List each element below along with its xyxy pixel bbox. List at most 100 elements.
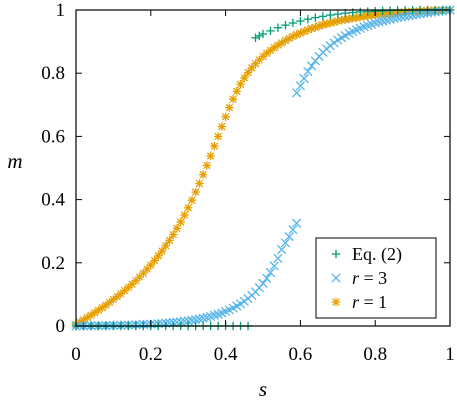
data-point — [296, 16, 305, 26]
data-point — [266, 26, 275, 36]
data-point — [292, 218, 302, 228]
data-point — [232, 87, 242, 96]
legend-entry: Eq. (2) — [331, 244, 402, 265]
x-tick-label: 0.6 — [289, 344, 313, 365]
data-point — [299, 73, 309, 84]
data-point — [273, 253, 283, 264]
data-point — [281, 20, 290, 30]
data-point — [363, 7, 372, 16]
data-point — [326, 10, 335, 20]
data-point — [191, 315, 201, 325]
data-point — [400, 11, 410, 21]
data-point — [97, 303, 107, 312]
data-point — [258, 278, 268, 288]
legend-label: r = 3 — [352, 268, 387, 288]
x-axis-label: s — [259, 377, 267, 401]
data-point — [407, 10, 418, 20]
data-point — [184, 203, 193, 213]
data-point — [255, 55, 264, 65]
data-point — [119, 320, 130, 330]
series-2 — [71, 5, 455, 329]
data-point — [213, 132, 223, 141]
data-point — [131, 276, 141, 286]
data-point — [127, 320, 137, 330]
data-point — [172, 224, 182, 233]
x-tick-label: 0.4 — [214, 344, 238, 365]
legend-entry: r = 3 — [331, 268, 387, 288]
data-point — [187, 196, 197, 205]
data-point — [228, 94, 238, 104]
data-point — [191, 187, 200, 197]
x-tick-label: 0.8 — [363, 344, 387, 365]
data-point — [210, 141, 219, 151]
legend-marker — [331, 249, 341, 259]
data-point — [206, 151, 215, 161]
y-tick-label: 0.6 — [41, 126, 65, 147]
data-point — [217, 122, 227, 131]
data-point — [396, 12, 407, 22]
data-point — [169, 230, 178, 239]
data-point — [269, 261, 279, 271]
data-point — [303, 14, 313, 24]
data-point — [288, 224, 298, 235]
data-point — [202, 161, 212, 170]
data-point — [277, 244, 287, 255]
data-point — [318, 12, 328, 21]
data-point — [198, 170, 208, 179]
data-point — [389, 13, 399, 23]
data-point — [149, 319, 160, 329]
data-point — [157, 246, 167, 256]
data-point — [134, 320, 145, 330]
legend-marker — [331, 297, 341, 307]
x-tick-label: 0 — [71, 344, 81, 365]
data-point — [306, 61, 317, 71]
data-point — [154, 251, 163, 261]
data-point — [183, 316, 193, 326]
y-tick-label: 1 — [56, 0, 66, 21]
data-point — [273, 23, 283, 32]
x-tick-label: 0.2 — [139, 344, 163, 365]
data-point — [378, 6, 387, 16]
data-point — [187, 315, 197, 325]
axis-ticks: 0 0.2 0.4 0.6 0.8 1 0 0.2 0.4 0.6 0.8 1 — [41, 0, 455, 365]
data-point — [180, 210, 189, 220]
data-point — [265, 267, 276, 278]
data-point — [247, 63, 256, 73]
data-point — [172, 317, 182, 327]
y-tick-label: 0 — [56, 316, 66, 337]
data-point — [195, 179, 204, 188]
y-tick-label: 0.8 — [41, 63, 65, 84]
legend-label: Eq. (2) — [352, 244, 402, 265]
legend-entry: r = 1 — [331, 292, 387, 312]
data-point — [198, 313, 208, 323]
data-point — [295, 81, 306, 91]
legend-marker — [331, 273, 341, 283]
data-point — [251, 33, 260, 43]
data-point — [385, 6, 395, 15]
data-point — [404, 11, 414, 21]
legend: Eq. (2) r = 3 r = 1 — [315, 237, 437, 319]
y-axis-label: m — [7, 149, 22, 173]
data-point — [258, 29, 268, 39]
data-point — [284, 231, 294, 242]
data-point — [333, 9, 342, 19]
y-tick-label: 0.4 — [41, 190, 65, 211]
data-point — [243, 68, 253, 77]
data-point — [255, 31, 264, 41]
data-point — [221, 112, 230, 122]
data-point — [356, 7, 365, 17]
data-point — [161, 241, 170, 250]
data-point — [392, 12, 403, 23]
data-point — [142, 319, 152, 330]
data-point — [311, 13, 320, 22]
data-point — [411, 9, 421, 20]
data-point — [262, 273, 272, 283]
plot-frame — [75, 9, 451, 327]
data-point — [150, 256, 159, 265]
data-point — [322, 19, 331, 29]
data-point — [303, 66, 313, 77]
legend-label: r = 1 — [352, 292, 387, 312]
data-point — [240, 73, 249, 83]
data-point — [225, 103, 234, 112]
